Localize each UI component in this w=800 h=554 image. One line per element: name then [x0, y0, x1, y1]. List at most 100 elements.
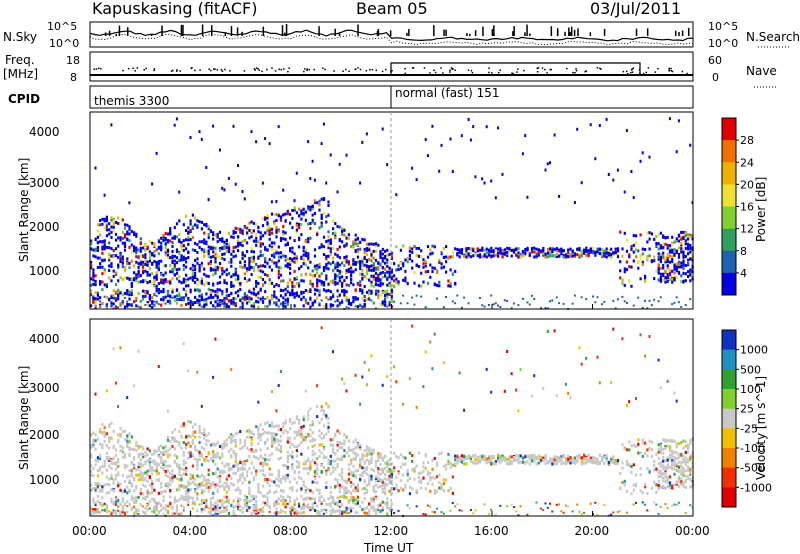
heatmap-cell	[223, 298, 226, 301]
heatmap-cell	[322, 499, 326, 503]
heatmap-cell	[203, 241, 206, 245]
heatmap-cell	[261, 264, 265, 268]
heatmap-cell	[266, 274, 269, 277]
heatmap-cell	[318, 265, 321, 269]
heatmap-cell	[275, 213, 278, 217]
freq-dot	[516, 71, 518, 73]
heatmap-cell	[284, 429, 287, 433]
heatmap-cell	[200, 463, 203, 467]
heatmap-cell	[313, 267, 317, 271]
heatmap-cell	[117, 460, 120, 464]
heatmap-cell	[322, 266, 326, 269]
heatmap-cell	[352, 489, 355, 493]
heatmap-cell	[370, 251, 373, 255]
heatmap-cell	[155, 151, 158, 155]
heatmap-cell	[325, 240, 328, 243]
heatmap-cell	[659, 252, 662, 256]
heatmap-cell	[490, 294, 493, 297]
heatmap-cell	[347, 307, 350, 310]
heatmap-cell	[460, 248, 463, 252]
heatmap-cell	[237, 281, 240, 285]
heatmap-cell	[112, 296, 115, 300]
heatmap-cell	[164, 264, 167, 268]
heatmap-cell	[130, 259, 133, 263]
heatmap-cell	[101, 485, 104, 489]
heatmap-cell	[212, 231, 215, 235]
heatmap-cell	[207, 282, 210, 286]
heatmap-cell	[119, 482, 122, 486]
heatmap-cell	[212, 503, 215, 507]
heatmap-cell	[121, 218, 124, 222]
heatmap-cell	[406, 257, 409, 260]
heatmap-cell	[173, 437, 176, 441]
heatmap-cell	[671, 269, 674, 273]
heatmap-cell	[171, 476, 174, 480]
heatmap-cell	[259, 276, 262, 279]
heatmap-cell	[359, 288, 362, 291]
heatmap-cell	[162, 446, 165, 450]
heatmap-cell	[361, 474, 364, 478]
heatmap-cell	[662, 251, 665, 255]
heatmap-cell	[320, 215, 323, 219]
freq-dot	[313, 68, 315, 71]
heatmap-cell	[334, 266, 337, 270]
heatmap-cell	[234, 471, 237, 475]
freq-dot	[404, 67, 406, 70]
heatmap-cell	[381, 275, 384, 279]
heatmap-cell	[94, 291, 97, 295]
heatmap-cell	[320, 197, 323, 201]
heatmap-cell	[259, 264, 262, 268]
heatmap-cell	[589, 123, 592, 127]
heatmap-cell	[327, 254, 330, 258]
heatmap-cell	[449, 137, 452, 141]
heatmap-cell	[153, 279, 156, 283]
heatmap-cell	[311, 458, 314, 462]
heatmap-cell	[327, 267, 330, 271]
heatmap-cell	[160, 259, 163, 263]
heatmap-cell	[512, 302, 515, 305]
heatmap-cell	[298, 214, 301, 218]
heatmap-cell	[374, 289, 378, 293]
heatmap-cell	[198, 246, 201, 249]
heatmap-cell	[549, 250, 552, 254]
heatmap-cell	[250, 256, 253, 260]
heatmap-cell	[225, 288, 228, 292]
heatmap-cell	[352, 482, 355, 486]
heatmap-cell	[126, 464, 129, 468]
heatmap-cell	[295, 445, 298, 449]
heatmap-cell	[370, 250, 373, 253]
heatmap-cell	[571, 250, 574, 254]
heatmap-cell	[264, 478, 267, 481]
heatmap-cell	[182, 280, 185, 284]
heatmap-cell	[216, 512, 219, 515]
colorbar-tick-label: 24	[740, 156, 754, 169]
heatmap-cell	[110, 488, 113, 491]
heatmap-cell	[157, 455, 160, 459]
heatmap-cell	[146, 263, 149, 267]
heatmap-cell	[146, 301, 149, 305]
heatmap-cell	[277, 384, 280, 387]
heatmap-cell	[99, 219, 102, 222]
heatmap-cell	[336, 441, 339, 444]
heatmap-cell	[289, 263, 292, 267]
heatmap-cell	[372, 489, 375, 493]
heatmap-cell	[212, 296, 215, 299]
power-ylabel: Slant Range [km]	[17, 158, 31, 262]
heatmap-cell	[268, 467, 271, 471]
heatmap-cell	[422, 280, 425, 284]
heatmap-cell	[139, 465, 142, 469]
heatmap-cell	[352, 243, 355, 247]
heatmap-cell	[386, 289, 389, 293]
heatmap-cell	[293, 206, 296, 210]
heatmap-cell	[221, 454, 224, 458]
heatmap-cell	[440, 262, 443, 266]
heatmap-cell	[295, 171, 298, 175]
heatmap-cell	[368, 509, 371, 513]
heatmap-cell	[664, 242, 667, 246]
heatmap-cell	[101, 496, 104, 500]
heatmap-cell	[630, 265, 633, 269]
heatmap-cell	[381, 266, 384, 269]
heatmap-cell	[223, 252, 226, 256]
heatmap-cell	[313, 470, 317, 474]
freq-dot	[622, 70, 625, 73]
